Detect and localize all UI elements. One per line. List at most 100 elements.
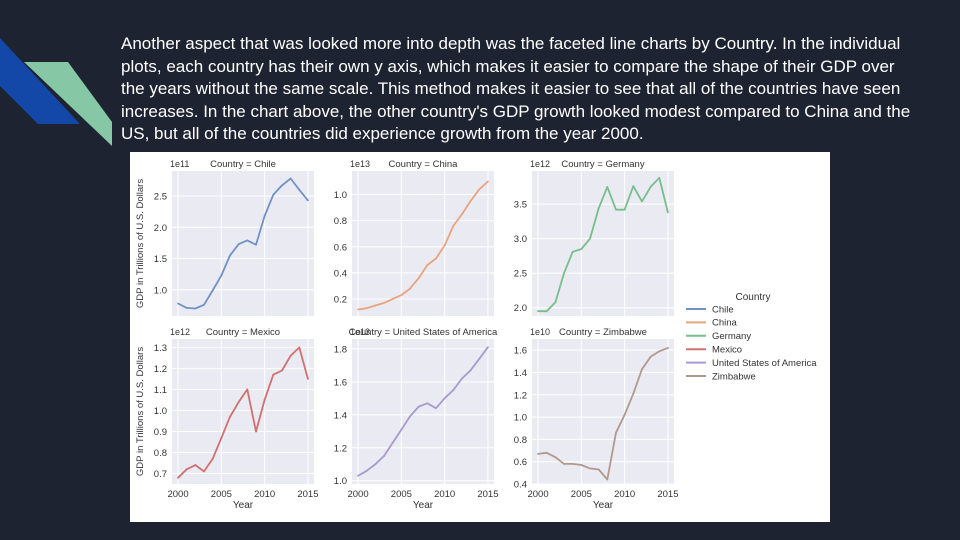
data-point — [589, 237, 591, 240]
data-point — [281, 184, 283, 187]
y-tick-label: 0.9 — [154, 427, 167, 438]
y-tick-label: 0.6 — [334, 242, 347, 253]
facet-title: Country = Germany — [561, 159, 644, 170]
y-tick-label: 0.6 — [514, 457, 527, 468]
data-point — [632, 392, 635, 395]
data-point — [478, 188, 481, 191]
plot-background — [172, 339, 314, 484]
data-point — [400, 428, 403, 431]
axis-exponent: 1e11 — [170, 159, 189, 169]
facet-title: Country = Zimbabwe — [559, 327, 647, 338]
faceted-chart-figure: 1.0 1.5 2.0 2.5 Country = Chile 1e11 0.2 0.4 0.6… — [130, 152, 830, 522]
data-point — [357, 308, 359, 311]
data-point — [597, 207, 600, 210]
series-line-mexico — [177, 346, 309, 479]
data-point — [452, 389, 455, 391]
x-tick-label: 2005 — [571, 489, 592, 500]
facet-united-states-of-america: 1.0 1.2 1.4 1.6 1.8 2000 2005 2010 2015 Country =… — [334, 327, 499, 500]
data-point — [298, 346, 301, 349]
data-point — [580, 248, 583, 250]
data-point — [426, 264, 429, 266]
data-point — [545, 310, 548, 313]
data-point — [452, 224, 455, 227]
data-point — [272, 373, 275, 376]
y-tick-label: 1.0 — [334, 476, 347, 487]
y-tick-label: 1.0 — [514, 413, 527, 424]
data-point — [649, 185, 652, 188]
data-point — [374, 463, 377, 466]
y-tick-label: 2.5 — [514, 269, 527, 280]
plot-background — [532, 171, 674, 316]
data-point — [374, 304, 377, 307]
data-point — [667, 347, 669, 349]
data-point — [194, 464, 197, 466]
corner-decoration — [0, 38, 112, 146]
y-tick-label: 0.2 — [334, 295, 347, 306]
y-axis-label: GDP in Trillions of U.S. Dollars — [135, 179, 146, 308]
data-point — [641, 200, 643, 203]
data-point — [409, 287, 411, 290]
y-tick-label: 1.3 — [154, 343, 167, 354]
data-point — [597, 468, 600, 471]
facet-zimbabwe: 0.4 0.6 0.8 1.0 1.2 1.4 1.6 2000 2005 2010 2015 Cou… — [514, 327, 679, 500]
legend-title: Country — [735, 292, 770, 303]
data-point — [649, 355, 652, 358]
green-stripe-shape — [24, 62, 112, 146]
data-point — [272, 193, 275, 196]
y-tick-label: 1.6 — [514, 346, 527, 357]
data-point — [469, 200, 472, 202]
y-tick-label: 3.5 — [514, 200, 527, 211]
axis-exponent: 1e10 — [530, 327, 550, 337]
data-point — [554, 301, 557, 304]
series-line-chile — [177, 177, 309, 310]
y-tick-label: 1.0 — [154, 406, 167, 417]
data-point — [606, 185, 609, 188]
data-point — [391, 298, 394, 300]
data-point — [246, 388, 249, 391]
y-tick-label: 1.4 — [514, 368, 527, 379]
data-point — [203, 470, 205, 473]
y-tick-label: 0.4 — [334, 268, 347, 279]
data-point — [357, 474, 359, 477]
data-point — [623, 413, 626, 416]
data-point — [615, 208, 617, 211]
y-tick-label: 1.2 — [334, 443, 347, 454]
data-point — [435, 257, 437, 260]
data-point — [263, 399, 266, 401]
plot-background — [172, 171, 314, 316]
y-axis-label: GDP in Trillions of U.S. Dollars — [135, 347, 146, 476]
data-point — [237, 401, 240, 403]
data-point — [589, 467, 591, 470]
data-point — [409, 415, 411, 418]
data-point — [667, 211, 669, 214]
data-point — [365, 469, 368, 472]
data-point — [246, 239, 249, 242]
facet-title: Country = Mexico — [206, 327, 280, 338]
series-line-united-states-of-america — [357, 346, 489, 477]
data-point — [220, 436, 223, 439]
axis-exponent: 1e12 — [530, 159, 550, 169]
plot-background — [352, 339, 494, 484]
legend-entry: Zimbabwe — [712, 371, 756, 382]
data-point — [443, 397, 446, 400]
x-tick-label: 2015 — [297, 489, 318, 500]
y-tick-label: 0.4 — [514, 480, 527, 491]
data-point — [461, 377, 463, 380]
data-point — [211, 457, 214, 460]
y-tick-label: 1.0 — [154, 285, 167, 296]
y-tick-label: 2.5 — [154, 192, 167, 203]
data-point — [229, 415, 231, 418]
data-point — [658, 177, 661, 179]
data-point — [478, 357, 481, 360]
data-point — [563, 463, 565, 465]
data-point — [229, 254, 231, 257]
y-tick-label: 0.7 — [154, 469, 167, 480]
legend-entry: Germany — [712, 331, 751, 342]
x-tick-label: 2010 — [254, 489, 275, 500]
data-point — [641, 368, 643, 371]
data-point — [177, 476, 179, 479]
data-point — [658, 350, 661, 353]
series-line-germany — [538, 177, 669, 313]
data-point — [281, 369, 283, 372]
